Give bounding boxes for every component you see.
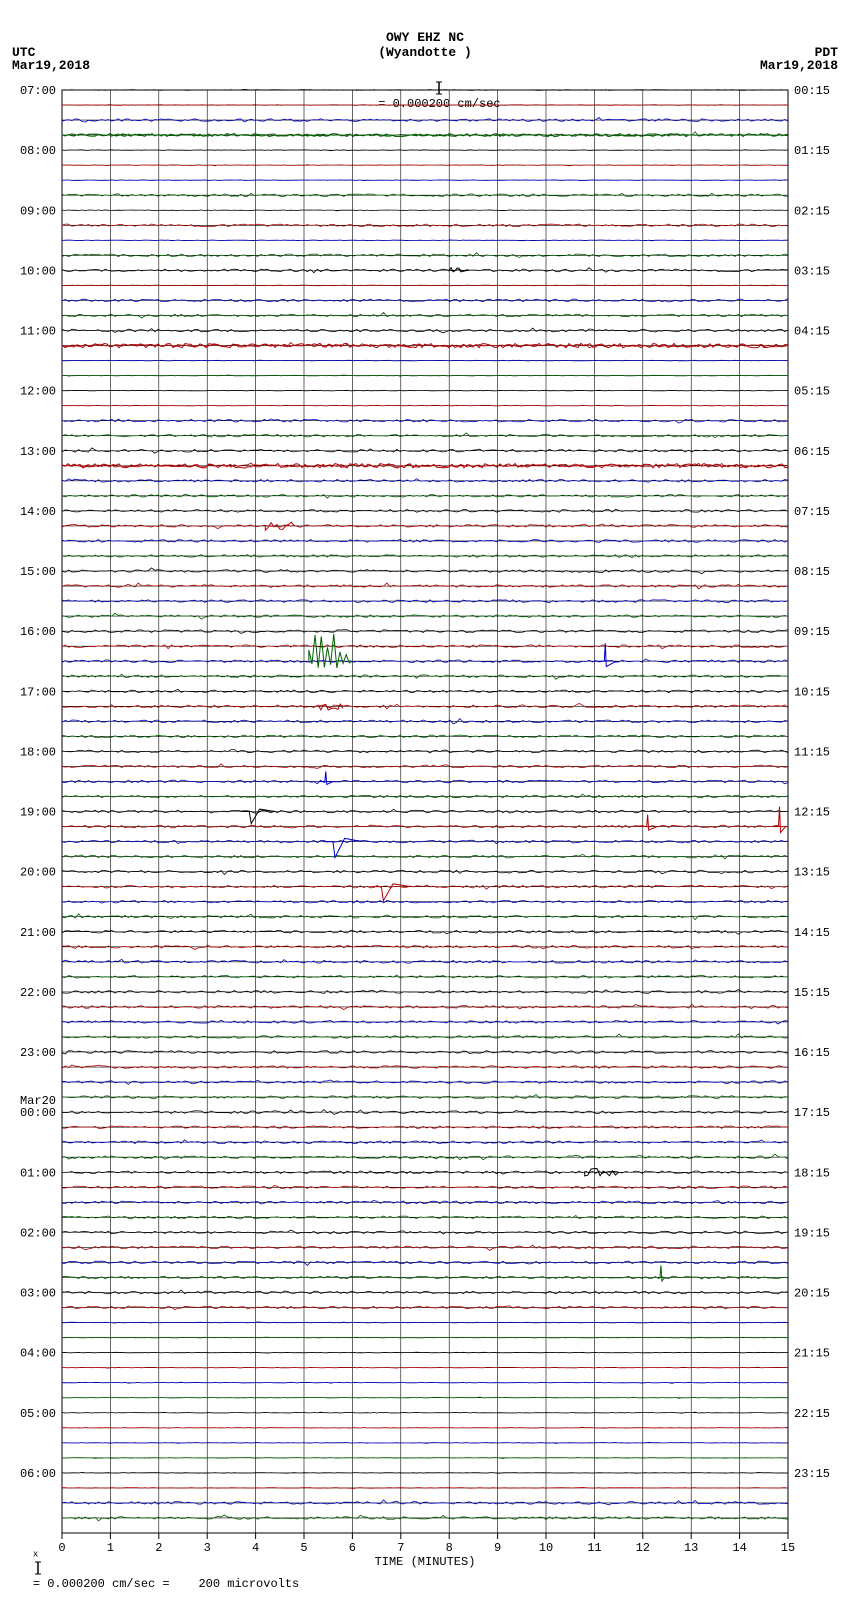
svg-text:10: 10 (539, 1541, 553, 1555)
svg-text:22:15: 22:15 (794, 1407, 830, 1421)
svg-text:20:00: 20:00 (20, 866, 56, 880)
svg-text:13: 13 (684, 1541, 698, 1555)
svg-text:11: 11 (587, 1541, 601, 1555)
svg-text:08:00: 08:00 (20, 144, 56, 158)
svg-text:8: 8 (446, 1541, 453, 1555)
footer-scale: x = 0.000200 cm/sec = 200 microvolts (4, 1529, 299, 1605)
svg-text:03:00: 03:00 (20, 1287, 56, 1301)
svg-text:14:00: 14:00 (20, 505, 56, 519)
svg-text:12: 12 (636, 1541, 650, 1555)
svg-text:17:15: 17:15 (794, 1106, 830, 1120)
svg-text:03:15: 03:15 (794, 264, 830, 278)
svg-text:16:15: 16:15 (794, 1046, 830, 1060)
svg-text:11:15: 11:15 (794, 745, 830, 759)
svg-text:05:15: 05:15 (794, 385, 830, 399)
svg-text:TIME (MINUTES): TIME (MINUTES) (375, 1555, 476, 1569)
svg-text:15: 15 (781, 1541, 795, 1555)
svg-text:15:00: 15:00 (20, 565, 56, 579)
svg-text:07:15: 07:15 (794, 505, 830, 519)
svg-text:14: 14 (732, 1541, 746, 1555)
svg-text:01:15: 01:15 (794, 144, 830, 158)
svg-text:21:00: 21:00 (20, 926, 56, 940)
svg-text:23:00: 23:00 (20, 1046, 56, 1060)
svg-text:12:00: 12:00 (20, 385, 56, 399)
svg-text:10:00: 10:00 (20, 264, 56, 278)
svg-text:19:15: 19:15 (794, 1226, 830, 1240)
svg-text:04:15: 04:15 (794, 325, 830, 339)
svg-text:06:00: 06:00 (20, 1467, 56, 1481)
svg-text:17:00: 17:00 (20, 685, 56, 699)
svg-text:11:00: 11:00 (20, 325, 56, 339)
svg-text:09:00: 09:00 (20, 204, 56, 218)
svg-text:07:00: 07:00 (20, 84, 56, 98)
svg-text:18:15: 18:15 (794, 1166, 830, 1180)
svg-text:5: 5 (300, 1541, 307, 1555)
svg-text:20:15: 20:15 (794, 1287, 830, 1301)
seismogram-container: OWY EHZ NC (Wyandotte ) = 0.000200 cm/se… (0, 0, 850, 1613)
svg-text:09:15: 09:15 (794, 625, 830, 639)
svg-text:04:00: 04:00 (20, 1347, 56, 1361)
svg-text:22:00: 22:00 (20, 986, 56, 1000)
svg-text:00:15: 00:15 (794, 84, 830, 98)
svg-text:08:15: 08:15 (794, 565, 830, 579)
svg-text:9: 9 (494, 1541, 501, 1555)
svg-text:02:00: 02:00 (20, 1226, 56, 1240)
svg-text:18:00: 18:00 (20, 745, 56, 759)
svg-text:05:00: 05:00 (20, 1407, 56, 1421)
svg-text:02:15: 02:15 (794, 204, 830, 218)
svg-text:14:15: 14:15 (794, 926, 830, 940)
svg-text:16:00: 16:00 (20, 625, 56, 639)
svg-text:10:15: 10:15 (794, 685, 830, 699)
svg-text:01:00: 01:00 (20, 1166, 56, 1180)
svg-text:7: 7 (397, 1541, 404, 1555)
svg-text:13:15: 13:15 (794, 866, 830, 880)
svg-text:06:15: 06:15 (794, 445, 830, 459)
svg-text:19:00: 19:00 (20, 806, 56, 820)
svg-text:13:00: 13:00 (20, 445, 56, 459)
svg-text:6: 6 (349, 1541, 356, 1555)
svg-text:21:15: 21:15 (794, 1347, 830, 1361)
svg-text:12:15: 12:15 (794, 806, 830, 820)
svg-text:00:00: 00:00 (20, 1106, 56, 1120)
seismogram-plot: 0123456789101112131415TIME (MINUTES)07:0… (0, 0, 850, 1613)
svg-text:15:15: 15:15 (794, 986, 830, 1000)
svg-text:23:15: 23:15 (794, 1467, 830, 1481)
